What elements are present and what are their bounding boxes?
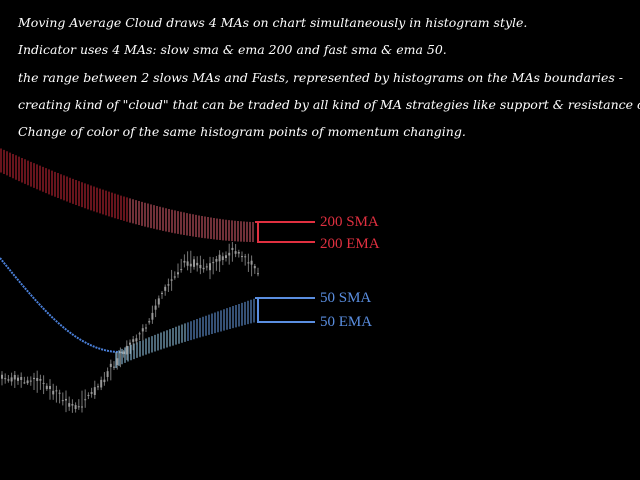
bracket — [257, 298, 315, 323]
candle-body — [215, 258, 218, 262]
candle-body — [231, 247, 234, 250]
candle-body — [58, 392, 61, 394]
candle-body — [109, 363, 112, 367]
candle-body — [49, 386, 51, 390]
candle-body — [81, 406, 83, 408]
candle-body — [167, 284, 170, 286]
candle-body — [42, 382, 45, 384]
candle-body — [202, 267, 205, 270]
desc-line: Moving Average Cloud draws 4 MAs on char… — [17, 15, 527, 30]
desc-line: creating kind of "cloud" that can be tra… — [18, 97, 640, 112]
candle-body — [228, 252, 231, 256]
candle-body — [138, 333, 141, 335]
candle-body — [132, 339, 135, 342]
candle-body — [106, 371, 109, 377]
candle-body — [141, 328, 144, 332]
candle-body — [189, 263, 192, 267]
candle-body — [77, 406, 80, 408]
candle-body — [20, 377, 23, 380]
candles — [1, 242, 259, 413]
candle-body — [61, 400, 64, 402]
histograms — [0, 148, 255, 368]
candle-body — [196, 262, 199, 266]
candle-body — [218, 254, 221, 262]
candle-body — [161, 292, 163, 294]
ma-label: 50 EMA — [320, 314, 372, 330]
candle-body — [125, 345, 128, 355]
candle-body — [247, 262, 250, 264]
candle-body — [65, 398, 67, 401]
candle-body — [237, 252, 240, 254]
candle-body — [250, 260, 253, 265]
candle-body — [151, 312, 154, 320]
candle-body — [84, 399, 87, 401]
candle-body — [164, 286, 167, 291]
candle-body — [55, 390, 58, 392]
candle-body — [1, 374, 3, 379]
candle-body — [212, 262, 215, 264]
candle-body — [23, 382, 26, 384]
candle-body — [186, 261, 189, 266]
candle-body — [244, 256, 247, 258]
candle-body — [148, 321, 151, 323]
bracket — [257, 222, 315, 243]
candle-body — [90, 392, 93, 394]
candle-body — [177, 272, 179, 275]
candle-body — [193, 259, 195, 267]
ma-label: 200 EMA — [320, 236, 380, 252]
candle-body — [221, 256, 224, 261]
ma-line — [0, 257, 121, 353]
candle-body — [97, 386, 99, 388]
candle-body — [29, 380, 32, 382]
candle-body — [7, 379, 10, 381]
candle-body — [4, 378, 7, 380]
candle-body — [173, 276, 176, 278]
candle-body — [39, 379, 42, 381]
desc-line: Indicator uses 4 MAs: slow sma & ema 200… — [17, 42, 447, 57]
candle-body — [241, 256, 243, 258]
candle-body — [116, 358, 119, 366]
ma-label: 50 SMA — [320, 290, 371, 306]
desc-line: Change of color of the same histogram po… — [18, 124, 466, 139]
candle-body — [74, 405, 77, 409]
candle-body — [145, 327, 147, 329]
candle-body — [93, 387, 96, 395]
candle-body — [135, 338, 138, 342]
candle-body — [199, 264, 202, 269]
candle-body — [13, 375, 16, 380]
candle-body — [68, 403, 71, 407]
candle-body — [157, 298, 160, 305]
candle-body — [33, 377, 35, 380]
candle-body — [52, 390, 55, 395]
candle-body — [154, 305, 157, 310]
candle-body — [253, 266, 256, 269]
candle-body — [234, 251, 237, 254]
candle-body — [183, 260, 186, 263]
candle-body — [103, 379, 106, 383]
desc-line: the range between 2 slows MAs and Fasts,… — [18, 70, 623, 85]
candle-body — [113, 366, 115, 368]
candle-body — [10, 377, 13, 382]
ma-label: 200 SMA — [320, 214, 379, 230]
candle-body — [129, 342, 131, 345]
candle-body — [17, 377, 19, 381]
candle-body — [45, 385, 48, 390]
candle-body — [71, 404, 74, 406]
candle-body — [122, 351, 125, 354]
candle-body — [257, 273, 259, 275]
candle-body — [170, 279, 173, 281]
candle-body — [87, 394, 90, 396]
candle-body — [36, 378, 39, 381]
candle-body — [209, 263, 211, 271]
candle-body — [26, 380, 29, 384]
candle-body — [180, 269, 183, 271]
candle-body — [205, 266, 208, 268]
candle-body — [100, 379, 103, 388]
brackets — [255, 221, 315, 323]
candle-body — [119, 351, 122, 354]
candle-body — [225, 255, 227, 258]
